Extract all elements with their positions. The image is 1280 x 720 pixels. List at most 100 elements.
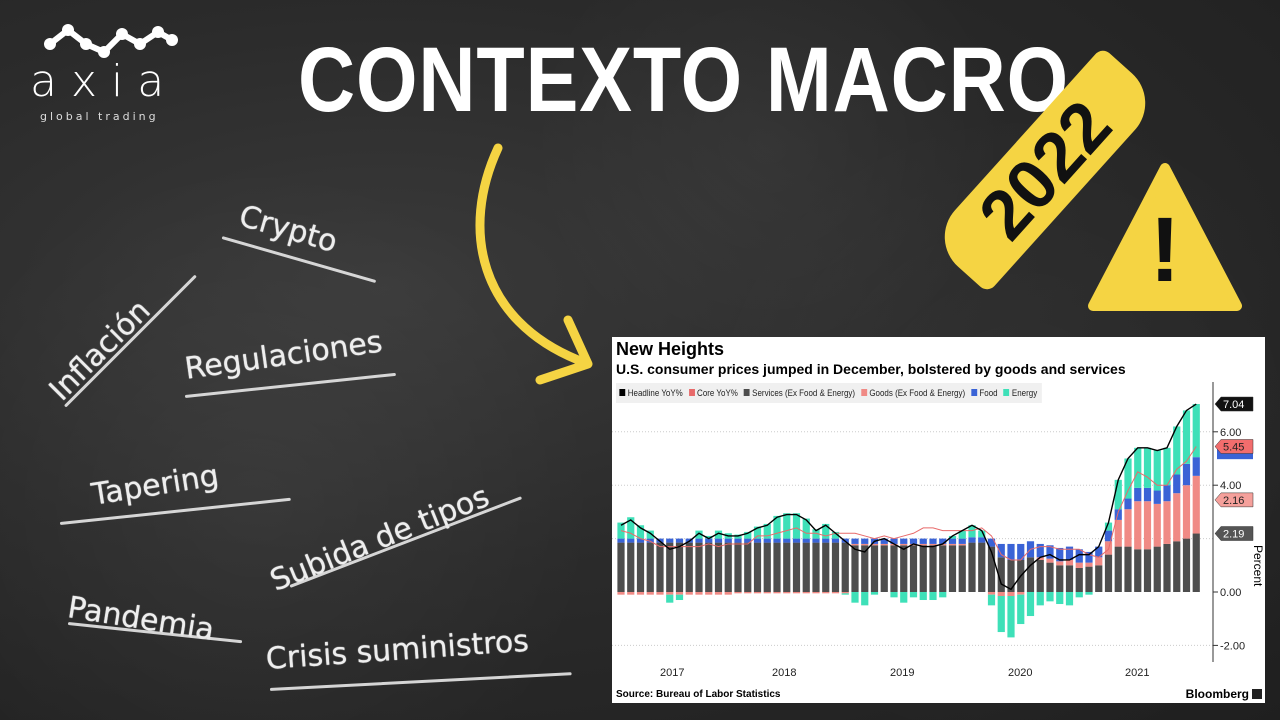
bar-segment [1114,519,1122,547]
bar-segment [724,592,732,595]
bar-segment [1163,447,1171,486]
bar-segment [948,538,957,544]
curved-arrow-icon [475,143,593,385]
series-line [620,446,1197,561]
bar-segment [666,592,674,595]
value-label-box [1214,492,1254,508]
bar-segment [1114,479,1122,510]
bar-segment [724,542,732,592]
food-value-label [1217,449,1253,460]
value-label: 7.04 [1223,399,1244,411]
bar-segment [939,592,947,598]
x-tick-label: 2019 [890,667,915,679]
bar-segment [861,592,869,606]
bar-segment [822,592,830,594]
bar-segment [1036,592,1044,606]
warning-mark: ! [1149,199,1181,301]
bar-segment [997,592,1005,597]
bar-segment [802,542,810,592]
bar-segment [822,542,830,592]
bar-segment [1056,592,1064,605]
bar-segment [958,538,966,544]
bar-segment [1134,501,1142,550]
bar-segment [744,592,752,594]
bar-segment [831,538,840,543]
bar-segment [636,538,645,543]
bar-segment [763,542,771,592]
bar-segment [783,542,791,592]
bar-segment [792,538,801,543]
bar-segment [802,592,810,594]
bar-segment [900,545,908,592]
bar-segment [1007,592,1015,597]
bar-segment [958,530,966,539]
bar-segment [1124,546,1132,592]
bar-segment [763,538,771,543]
bar-segment [890,538,898,544]
bar-segment [929,543,937,546]
bar-segment [744,538,752,543]
bar-segment [666,594,674,603]
bar-segment [792,592,801,594]
bar-segment [744,542,752,592]
y-tick-label: 4.00 [1220,480,1241,492]
legend-label: Goods (Ex Food & Energy) [869,387,966,399]
bar-segment [909,545,918,592]
bar-segment [831,542,840,592]
bar-segment [1036,543,1044,558]
bar-segment [734,592,742,594]
legend-swatch [971,388,977,396]
bar-segment [753,542,762,592]
bar-segment [1163,501,1171,544]
bar-segment [763,592,771,594]
bar-segment [773,538,781,543]
bar-segment [909,538,918,544]
bar-segment [1124,458,1132,499]
bar-segment [978,537,986,543]
bar-segment [627,592,635,595]
bar-segment [1007,543,1015,560]
value-label-box [1214,526,1254,541]
bar-segment [627,538,635,543]
bar-segment [1143,487,1152,502]
bar-segment [1182,410,1191,464]
chart-source: Source: Bureau of Labor Statistics [616,689,781,700]
legend-item: Food [971,388,998,399]
bar-segment [783,513,791,539]
legend-label: Headline YoY% [627,387,683,399]
bar-segment [822,523,830,539]
bar-segment [929,592,937,601]
legend-label: Services (Ex Food & Energy) [752,387,856,399]
bar-segment [1192,457,1200,476]
bar-segment [666,538,674,543]
bar-segment [851,538,859,544]
x-tick-label: 2020 [1008,667,1033,679]
bar-segment [802,518,810,539]
bar-segment [1173,426,1181,475]
bar-segment [1182,485,1191,539]
x-tick-label: 2018 [772,667,797,679]
bar-segment [802,538,810,543]
logo-name: axia [30,56,179,107]
bar-segment [1192,404,1200,458]
value-label-box [1214,439,1254,454]
bar-segment [636,592,645,595]
bar-segment [1007,559,1015,592]
bar-segment [714,592,723,595]
chart-panel: New Heights U.S. consumer prices jumped … [612,337,1265,703]
bar-segment [1036,559,1044,592]
bar-segment [617,538,625,543]
bar-segment [812,542,820,592]
series-line [620,403,1197,591]
bar-segment [1143,501,1152,550]
bar-segment [773,542,781,592]
y-axis-label: Percent [1251,545,1265,587]
legend-item: Services (Ex Food & Energy) [743,387,856,399]
bar-segment [900,543,908,546]
bar-segment [841,592,849,594]
bar-segment [783,592,791,594]
bar-segment [1075,567,1083,592]
value-label: 2.16 [1223,495,1244,507]
legend-swatch [688,388,695,396]
bar-segment [695,542,703,592]
